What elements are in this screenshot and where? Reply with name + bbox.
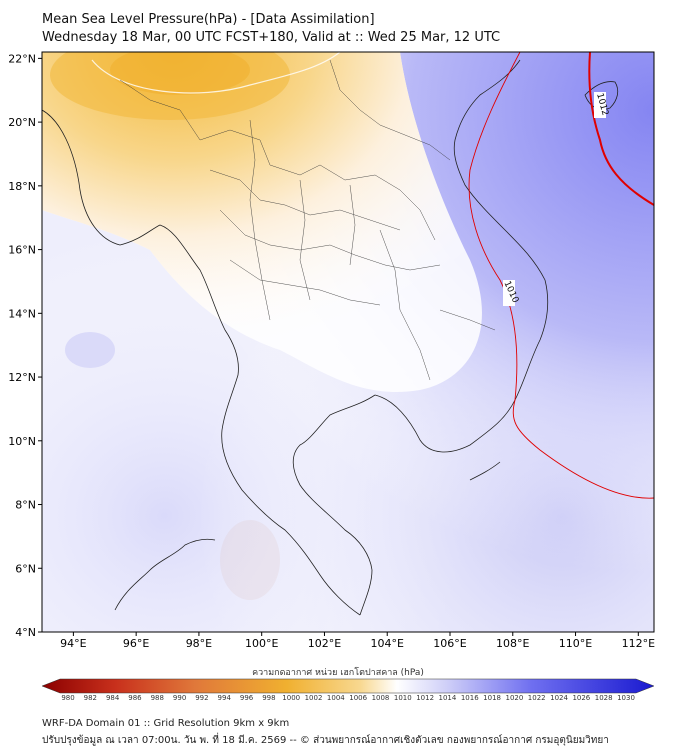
lat-tick-label: 4°N [15, 626, 36, 639]
colorbar-tick-label: 980 [61, 694, 74, 700]
colorbar-tick-label: 1006 [349, 694, 367, 700]
lon-tick-label: 100°E [245, 637, 278, 650]
lon-tick-label: 106°E [433, 637, 466, 650]
lon-tick-label: 94°E [60, 637, 86, 650]
colorbar-tick-label: 1030 [617, 694, 635, 700]
lat-tick-label: 22°N [8, 52, 36, 65]
lat-tick-label: 14°N [8, 307, 36, 320]
colorbar-tick-label: 998 [262, 694, 275, 700]
lat-tick-label: 10°N [8, 435, 36, 448]
lat-tick-label: 18°N [8, 180, 36, 193]
isobars [468, 52, 654, 499]
colorbar-tick-label: 992 [195, 694, 208, 700]
colorbar-tick-label: 1024 [550, 694, 568, 700]
footer-model-info: WRF-DA Domain 01 :: Grid Resolution 9km … [42, 718, 290, 729]
colorbar-tick-label: 1004 [327, 694, 345, 700]
lon-tick-label: 98°E [186, 637, 212, 650]
colorbar-tick-label: 1016 [461, 694, 479, 700]
footer-credit: ปรับปรุงข้อมูล ณ เวลา 07:00น. วัน พ. ที่… [42, 735, 609, 746]
colorbar-tick-label: 1000 [282, 694, 300, 700]
lat-tick-label: 20°N [8, 116, 36, 129]
colorbar-bar [41, 678, 655, 694]
lat-tick-label: 6°N [15, 562, 36, 575]
colorbar-tick-label: 1028 [595, 694, 613, 700]
lon-tick-label: 104°E [371, 637, 404, 650]
colorbar-tick-label: 986 [128, 694, 142, 700]
lon-tick-label: 112°E [622, 637, 655, 650]
colorbar-tick-label: 1012 [416, 694, 434, 700]
pressure-field [42, 52, 654, 632]
colorbar-labels: 980 982 984 986 988 990 992 994 996 998 1000 1002 10… [61, 694, 635, 700]
colorbar-tick-label: 996 [240, 694, 254, 700]
lat-tick-label: 16°N [8, 244, 36, 257]
province-borders [119, 59, 496, 381]
lon-tick-label: 102°E [308, 637, 341, 650]
plot-frame [41, 51, 655, 633]
colorbar-tick-label: 994 [218, 694, 232, 700]
colorbar-tick-label: 1020 [505, 694, 523, 700]
longitude-axis: 94°E 96°E 98°E 100°E 102°E 104°E 106°E 108°E 110… [60, 632, 655, 650]
colorbar-title: ความกดอากาศ หน่วย เฮกโตปาสคาล (hPa) [252, 668, 424, 678]
colorbar-tick-label: 1018 [483, 694, 501, 700]
colorbar-tick-label: 990 [173, 694, 186, 700]
lon-tick-label: 110°E [559, 637, 592, 650]
map-subtitle: Wednesday 18 Mar, 00 UTC FCST+180, Valid… [42, 30, 501, 45]
lat-tick-label: 8°N [15, 499, 36, 512]
colorbar-tick-label: 1022 [528, 694, 546, 700]
lat-tick-label: 12°N [8, 371, 36, 384]
latitude-axis: 22°N 20°N 18°N 16°N 14°N 12°N 10°N 8°N 6°N 4°N [8, 52, 42, 639]
colorbar-tick-label: 1026 [572, 694, 590, 700]
colorbar-tick-label: 1002 [305, 694, 323, 700]
colorbar-tick-label: 988 [151, 694, 164, 700]
map-title: Mean Sea Level Pressure(hPa) - [Data Ass… [42, 12, 375, 27]
isobar-labels: 1012 1010 [501, 92, 610, 306]
lon-tick-label: 96°E [123, 637, 149, 650]
colorbar-tick-label: 1014 [439, 694, 457, 700]
lon-tick-label: 108°E [496, 637, 529, 650]
colorbar-tick-label: 1010 [394, 694, 412, 700]
colorbar-tick-label: 1008 [372, 694, 390, 700]
pressure-map: 1012 1010 94°E 96°E 98°E 100°E 102°E 104°E 106… [8, 51, 655, 700]
colorbar-tick-label: 982 [84, 694, 97, 700]
colorbar: 980 982 984 986 988 990 992 994 996 998 1000 1002 10… [41, 678, 655, 700]
colorbar-tick-label: 984 [106, 694, 120, 700]
